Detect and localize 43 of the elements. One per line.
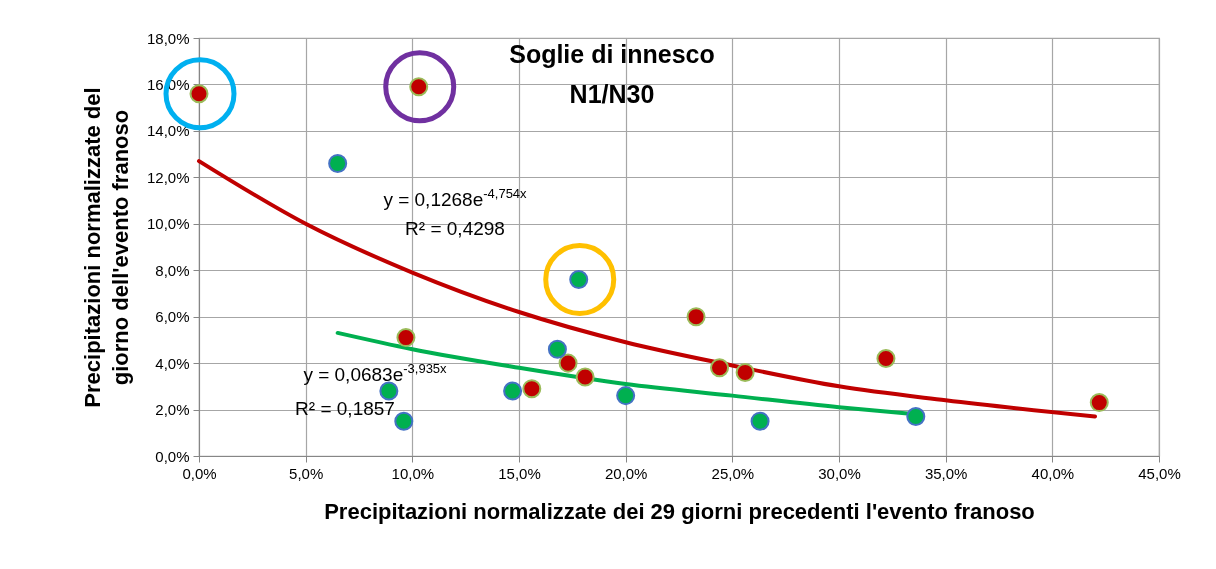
x-tick-label: 35,0% bbox=[924, 464, 968, 482]
point bbox=[1089, 393, 1109, 413]
y-axis-title: Precipitazioni normalizzate del giorno dell'evento franoso bbox=[79, 87, 133, 408]
point bbox=[906, 407, 926, 427]
point bbox=[686, 307, 706, 327]
annotation: R² = 0,1857 bbox=[295, 397, 395, 419]
point bbox=[396, 328, 416, 348]
point bbox=[503, 381, 523, 401]
x-tick-label: 10,0% bbox=[391, 464, 435, 482]
annotation: R² = 0,4298 bbox=[405, 217, 505, 239]
point bbox=[558, 353, 578, 373]
point bbox=[616, 386, 636, 406]
x-tick-label: 5,0% bbox=[289, 464, 324, 482]
x-tick-label: 0,0% bbox=[182, 464, 217, 482]
y-tick-label: 8,0% bbox=[155, 261, 190, 279]
x-tick-label: 20,0% bbox=[604, 464, 648, 482]
x-tick-label: 40,0% bbox=[1031, 464, 1075, 482]
x-tick-label: 25,0% bbox=[711, 464, 755, 482]
y-tick-label: 12,0% bbox=[146, 168, 190, 186]
point bbox=[710, 358, 730, 378]
point bbox=[522, 379, 542, 399]
y-tick-label: 18,0% bbox=[146, 29, 190, 47]
y-tick-label: 6,0% bbox=[155, 308, 190, 326]
text: Soglie di innesco N1/N30 bbox=[509, 39, 715, 110]
x-tick-label: 30,0% bbox=[818, 464, 861, 482]
x-axis-title: Precipitazioni normalizzate dei 29 giorni precedenti l'evento franoso bbox=[324, 498, 1035, 524]
annotation: y = 0,1268e$^{-4,754x}$ bbox=[383, 186, 527, 210]
point bbox=[394, 411, 414, 431]
point bbox=[547, 339, 567, 359]
y-tick-label: 10,0% bbox=[146, 215, 190, 233]
point bbox=[735, 362, 755, 382]
y-tick-label: 4,0% bbox=[155, 354, 190, 372]
point bbox=[750, 411, 770, 431]
line-series bbox=[197, 159, 1097, 419]
point bbox=[328, 153, 348, 173]
annotation: y = 0,0683e$^{-3,935x}$ bbox=[303, 361, 447, 385]
y-tick-label: 14,0% bbox=[146, 122, 190, 140]
point bbox=[876, 348, 896, 368]
point bbox=[575, 367, 595, 387]
y-tick-label: 0,0% bbox=[155, 447, 190, 465]
y-tick-label: 2,0% bbox=[155, 401, 190, 419]
x-tick-label: 15,0% bbox=[498, 464, 541, 482]
x-tick-label: 45,0% bbox=[1138, 464, 1181, 482]
